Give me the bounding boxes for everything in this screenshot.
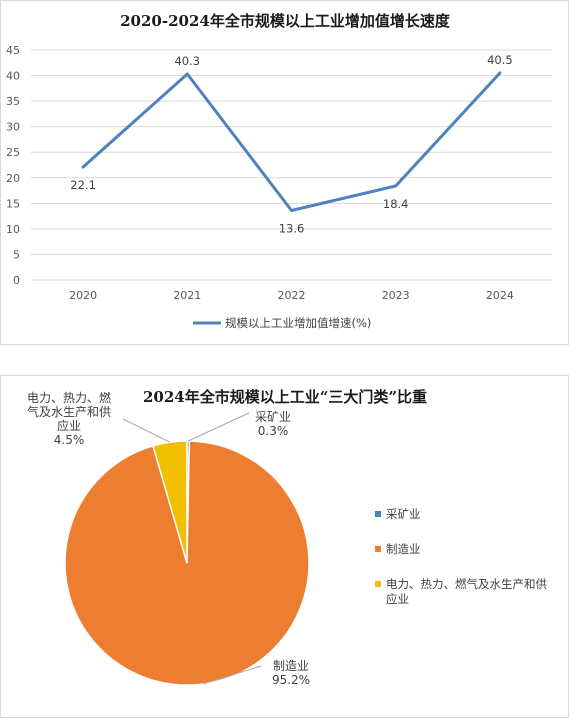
slice-label: 采矿业	[255, 410, 291, 424]
series-line	[81, 71, 502, 212]
line-chart: 2020-2024年全市规模以上工业增加值增长速度 0 5 10 15 20 25 30 35…	[6, 12, 552, 330]
pie-chart: 2024年全市规模以上工业“三大门类”比重 采矿业0.3%制造业95.2%电力、…	[27, 388, 548, 687]
x-tick-label: 2023	[382, 289, 410, 302]
x-tick-label: 2021	[173, 289, 201, 302]
slice-label: 95.2%	[272, 673, 310, 687]
slice-label: 制造业	[273, 659, 309, 673]
legend-swatch	[375, 546, 381, 552]
data-label: 13.6	[279, 221, 305, 235]
slice-label: 4.5%	[54, 433, 85, 447]
legend-label: 采矿业	[386, 507, 421, 521]
y-tick-label: 20	[6, 172, 20, 185]
x-tick-label: 2022	[278, 289, 306, 302]
y-tick-label: 0	[13, 274, 20, 287]
pie-chart-title: 2024年全市规模以上工业“三大门类”比重	[143, 388, 427, 406]
y-tick-label: 35	[6, 95, 20, 108]
data-label: 18.4	[383, 197, 409, 211]
pie-chart-panel: 2024年全市规模以上工业“三大门类”比重 采矿业 0.3% 制造业 95.2% 电力、…	[0, 375, 569, 718]
leader-line	[202, 665, 262, 685]
x-tick-label: 2020	[69, 289, 97, 302]
leader-line	[187, 412, 250, 442]
data-label: 40.3	[174, 54, 200, 68]
y-tick-label: 5	[13, 248, 20, 261]
y-tick-label: 25	[6, 146, 20, 159]
legend-series-label: 规模以上工业增加值增速(%)	[225, 316, 371, 330]
slice-label: 气及水生产和供	[27, 404, 111, 419]
slice-label: 应业	[57, 418, 81, 433]
legend-label: 电力、热力、燃气及水生产和供	[386, 577, 547, 591]
legend-label: 制造业	[386, 542, 421, 556]
x-tick-label: 2024	[486, 289, 514, 302]
y-tick-label: 30	[6, 121, 20, 134]
legend-label: 应业	[386, 592, 409, 606]
y-tick-label: 15	[6, 197, 20, 210]
line-chart-title: 2020-2024年全市规模以上工业增加值增长速度	[120, 12, 451, 30]
y-tick-label: 40	[6, 70, 20, 83]
data-label: 40.5	[487, 53, 513, 67]
line-chart-panel: 2020-2024年全市规模以上工业增加值增长速度 0 5 10 15 20 25 30 35…	[0, 0, 569, 345]
slice-label: 电力、热力、燃	[27, 390, 111, 405]
y-tick-label: 10	[6, 223, 20, 236]
slice-label: 0.3%	[258, 424, 289, 438]
y-tick-label: 45	[6, 44, 20, 57]
legend-swatch	[375, 581, 381, 587]
legend-swatch	[375, 511, 381, 517]
data-label: 22.1	[70, 178, 96, 192]
leader-line	[122, 418, 171, 443]
